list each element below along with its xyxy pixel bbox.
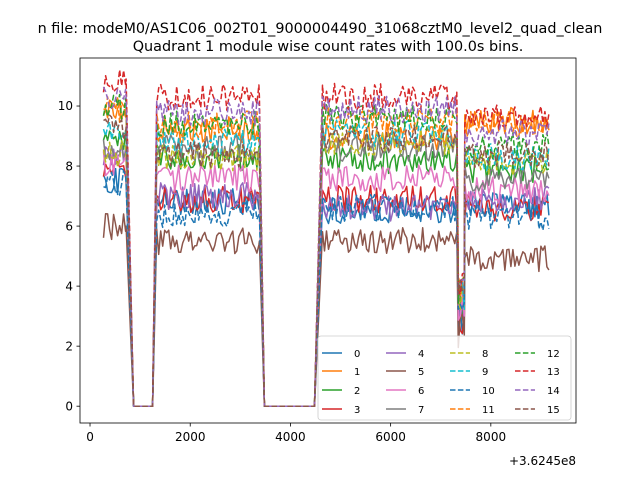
y-tick-label: 0 — [65, 399, 73, 413]
series-line-13 — [102, 69, 550, 407]
series-line-10 — [103, 170, 550, 407]
x-tick-label: 8000 — [476, 430, 507, 444]
figure-supertitle: n file: modeM0/AS1C06_002T01_9000004490_… — [38, 21, 603, 37]
x-tick-label: 6000 — [375, 430, 406, 444]
legend-label-0: 0 — [354, 349, 360, 360]
axes-frame — [79, 57, 577, 424]
legend-label-11: 11 — [482, 405, 495, 416]
series-line-15 — [103, 114, 550, 407]
chart-title: Quadrant 1 module wise count rates with … — [133, 39, 524, 55]
series-line-6 — [102, 151, 550, 407]
series-line-5 — [102, 213, 550, 407]
series-line-4 — [102, 143, 550, 407]
legend-label-5: 5 — [418, 367, 424, 378]
legend-label-3: 3 — [354, 405, 360, 416]
legend-label-1: 1 — [354, 367, 360, 378]
x-axis-offset-text: +3.6245e8 — [509, 454, 576, 468]
legend-box — [317, 335, 572, 421]
legend-label-13: 13 — [547, 367, 560, 378]
series-line-12 — [102, 93, 550, 407]
y-tick-label: 6 — [65, 219, 73, 233]
legend-label-7: 7 — [418, 405, 424, 416]
legend-label-12: 12 — [547, 349, 560, 360]
legend-label-10: 10 — [482, 386, 495, 397]
y-tick-label: 10 — [58, 99, 73, 113]
legend-label-8: 8 — [482, 349, 488, 360]
y-tick-label: 8 — [65, 159, 73, 173]
x-axis: 0 2000 4000 6000 8000 — [86, 423, 506, 444]
x-tick-label: 0 — [86, 430, 94, 444]
legend-label-6: 6 — [418, 386, 424, 397]
legend-label-15: 15 — [547, 405, 560, 416]
legend-label-9: 9 — [482, 367, 488, 378]
legend-label-2: 2 — [354, 386, 360, 397]
legend-label-4: 4 — [418, 349, 424, 360]
y-tick-label: 2 — [65, 339, 73, 353]
series-line-14 — [102, 86, 550, 407]
y-tick-label: 4 — [65, 279, 73, 293]
x-tick-label: 2000 — [175, 430, 206, 444]
x-tick-label: 4000 — [275, 430, 306, 444]
legend-label-14: 14 — [547, 386, 560, 397]
y-axis: 0 2 4 6 8 10 — [58, 99, 80, 413]
series-lines — [102, 69, 550, 407]
